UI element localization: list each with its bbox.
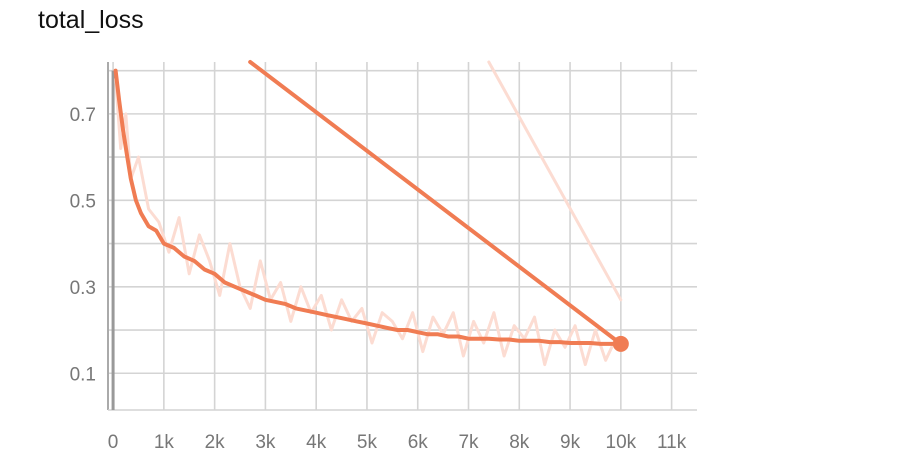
chart-title: total_loss <box>38 6 144 34</box>
x-tick-label: 6k <box>408 432 429 453</box>
x-tick-label: 5k <box>357 432 378 453</box>
smoothed-series-line <box>113 68 623 346</box>
x-tick-label: 1k <box>154 432 175 453</box>
raw-series-line <box>487 60 623 302</box>
x-tick-label: 0 <box>108 432 119 453</box>
x-tick-label: 3k <box>255 432 276 453</box>
series-lines <box>113 60 629 367</box>
axes <box>107 62 697 411</box>
x-tick-label: 8k <box>509 432 530 453</box>
x-tick-label: 10k <box>606 432 637 453</box>
smoothed-series-line <box>248 60 623 346</box>
tick-labels: 0.1 0.3 0.5 0.7 0 1k 2k 3k 4k 5k 6k 7k 8k 9k 10k 11k <box>70 105 687 453</box>
x-tick-label: 2k <box>205 432 226 453</box>
grid <box>108 62 697 410</box>
y-tick-label: 0.5 <box>70 191 96 212</box>
x-tick-label: 4k <box>306 432 327 453</box>
y-tick-label: 0.3 <box>70 278 96 299</box>
y-tick-label: 0.1 <box>70 364 96 385</box>
x-tick-label: 11k <box>657 432 687 453</box>
series-end-marker <box>612 335 629 352</box>
y-tick-label: 0.7 <box>70 105 96 126</box>
x-tick-label: 9k <box>560 432 581 453</box>
x-tick-label: 7k <box>458 432 479 453</box>
